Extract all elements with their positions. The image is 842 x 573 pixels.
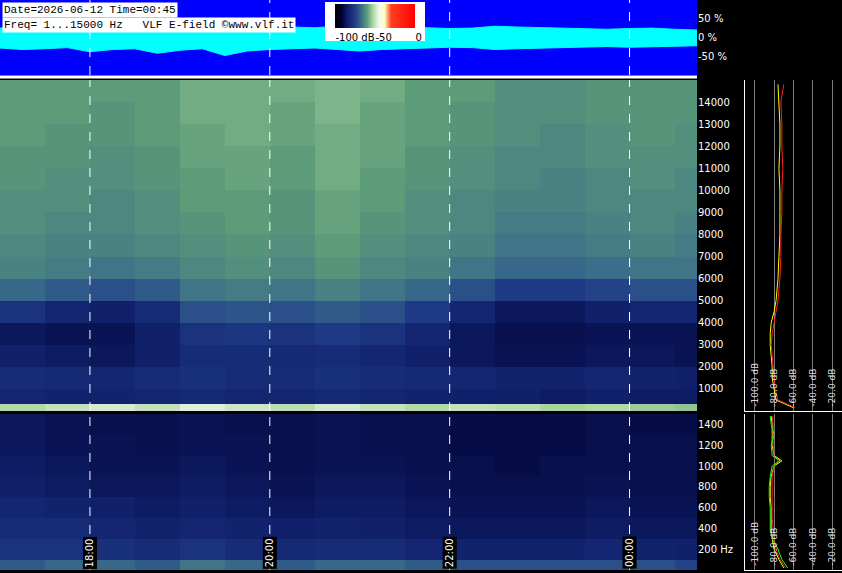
svg-text:-80.0 dB: -80.0 dB bbox=[769, 369, 779, 407]
svg-text:-60.0 dB: -60.0 dB bbox=[788, 528, 798, 566]
svg-text:200 Hz: 200 Hz bbox=[698, 544, 733, 555]
svg-text:-100.0 dB: -100.0 dB bbox=[750, 522, 760, 566]
svg-text:18:00: 18:00 bbox=[84, 539, 95, 568]
svg-text:7000: 7000 bbox=[698, 251, 723, 262]
svg-text:1400: 1400 bbox=[698, 419, 723, 430]
svg-text:-40.0 dB: -40.0 dB bbox=[808, 369, 818, 407]
svg-text:Date=2026-06-12 Time=00:45: Date=2026-06-12 Time=00:45 bbox=[4, 4, 176, 16]
svg-text:11000: 11000 bbox=[698, 163, 730, 174]
svg-text:1000: 1000 bbox=[698, 461, 723, 472]
svg-text:-80.0 dB: -80.0 dB bbox=[769, 528, 779, 566]
svg-text:600: 600 bbox=[698, 502, 717, 513]
svg-text:14000: 14000 bbox=[698, 97, 730, 108]
svg-text:-60.0 dB: -60.0 dB bbox=[788, 369, 798, 407]
svg-text:22:00: 22:00 bbox=[444, 538, 455, 567]
svg-text:0: 0 bbox=[416, 32, 422, 43]
svg-text:400: 400 bbox=[698, 523, 717, 534]
svg-text:-50 %: -50 % bbox=[698, 51, 727, 62]
svg-text:-20.0 dB: -20.0 dB bbox=[827, 528, 837, 566]
svg-text:-40.0 dB: -40.0 dB bbox=[808, 528, 818, 566]
svg-text:5000: 5000 bbox=[698, 295, 723, 306]
svg-text:20:00: 20:00 bbox=[264, 538, 275, 567]
svg-text:0 %: 0 % bbox=[698, 32, 717, 43]
svg-text:-50: -50 bbox=[376, 32, 392, 43]
svg-text:13000: 13000 bbox=[698, 119, 730, 130]
svg-text:-100.0 dB: -100.0 dB bbox=[750, 363, 760, 407]
svg-text:10000: 10000 bbox=[698, 185, 730, 196]
svg-text:Freq= 1...15000 Hz VLF E-fie: Freq= 1...15000 Hz VLF E-field ©www.vlf.… bbox=[4, 19, 294, 31]
svg-text:800: 800 bbox=[698, 481, 717, 492]
svg-text:4000: 4000 bbox=[698, 317, 723, 328]
svg-text:-20.0 dB: -20.0 dB bbox=[827, 369, 837, 407]
svg-text:-100 dB: -100 dB bbox=[336, 32, 375, 43]
svg-text:8000: 8000 bbox=[698, 229, 723, 240]
svg-text:9000: 9000 bbox=[698, 207, 723, 218]
svg-text:50 %: 50 % bbox=[698, 13, 723, 24]
svg-text:1000: 1000 bbox=[698, 383, 723, 394]
svg-text:1200: 1200 bbox=[698, 440, 723, 451]
svg-text:00:00: 00:00 bbox=[624, 538, 635, 567]
svg-text:12000: 12000 bbox=[698, 141, 730, 152]
svg-text:2000: 2000 bbox=[698, 361, 723, 372]
svg-text:6000: 6000 bbox=[698, 273, 723, 284]
svg-text:3000: 3000 bbox=[698, 339, 723, 350]
